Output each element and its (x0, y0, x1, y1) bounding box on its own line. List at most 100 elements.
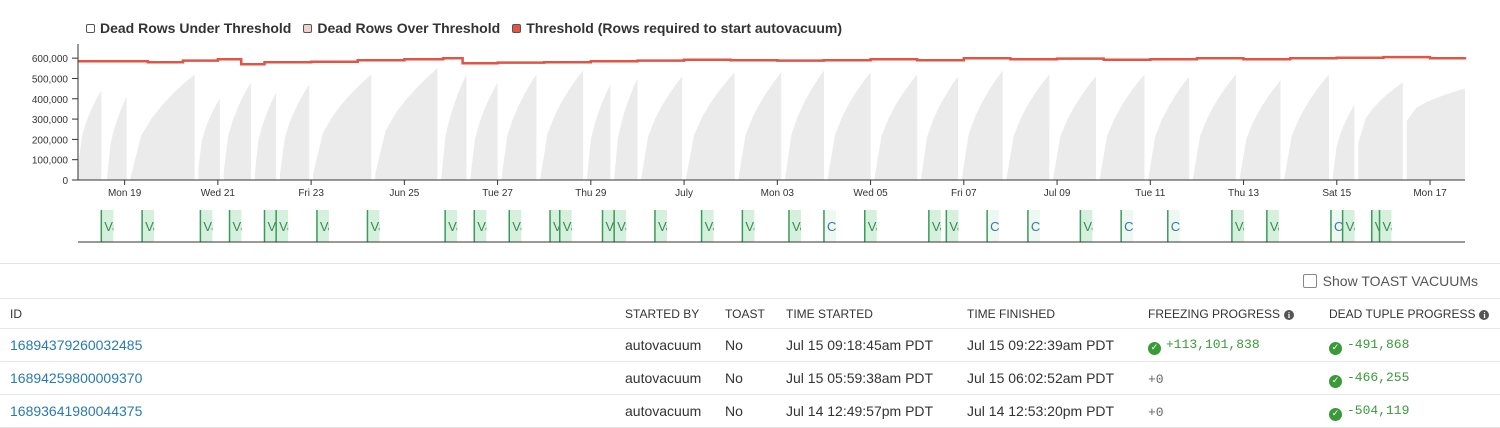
vacuum-marker-bar (229, 210, 242, 242)
vacuum-id-link[interactable]: 16894379260032485 (10, 337, 143, 353)
vacuum-marker-label: Vacuum (477, 219, 524, 234)
legend-item-under-threshold[interactable]: Dead Rows Under Threshold (86, 18, 291, 38)
info-icon[interactable]: i (1479, 310, 1490, 320)
dead-rows-area-segment (1193, 74, 1236, 180)
x-tick-label: Mon 17 (1413, 188, 1447, 199)
dead-rows-area-segment (827, 72, 871, 180)
legend-item-over-threshold[interactable]: Dead Rows Over Threshold (303, 18, 500, 38)
cancelled-vacuum-marker[interactable]: Cancelled (986, 210, 1048, 242)
y-tick-label: 300,000 (32, 115, 69, 126)
column-header-toast[interactable]: TOAST (725, 298, 786, 329)
vacuum-marker[interactable]: Vacuum (473, 210, 524, 242)
show-toast-vacuums-toggle[interactable]: Show TOAST VACUUMs (1302, 273, 1478, 289)
vacuum-marker[interactable]: Vacuum (141, 210, 192, 242)
show-toast-vacuums-checkbox[interactable] (1302, 274, 1317, 288)
vacuum-marker[interactable]: Vacuum (863, 210, 915, 242)
info-icon[interactable]: i (1284, 310, 1295, 320)
cell-id: 16893641980044375 (0, 394, 625, 428)
dead-rows-area-segment (223, 82, 251, 180)
cell-dead-tuple-progress: ✓ -491,868 (1329, 328, 1500, 362)
vacuum-marker-label: Vacuum (658, 219, 705, 234)
vacuum-marker[interactable]: Vacuum (788, 210, 839, 242)
vacuum-marker-bar (1080, 210, 1093, 242)
vacuum-runs-table: ID STARTED BY TOAST TIME STARTED TIME FI… (0, 298, 1500, 428)
vacuum-marker-label: Vacuum (279, 219, 326, 234)
cell-dead-tuple-progress: ✓ -504,119 (1329, 394, 1500, 428)
vacuum-marker[interactable]: Vacuum (508, 210, 559, 242)
vacuum-marker[interactable]: Vacuum (444, 210, 495, 242)
cell-toast: No (725, 394, 786, 428)
table-row[interactable]: 16894379260032485 autovacuum No Jul 15 0… (0, 328, 1500, 362)
vacuum-marker[interactable]: Vacuum (613, 210, 664, 242)
dead-tuple-progress-label: DEAD TUPLE PROGRESS (1329, 306, 1476, 321)
vacuum-marker-bar (559, 210, 572, 242)
column-header-freezing-progress[interactable]: FREEZING PROGRESS i (1148, 298, 1329, 329)
vacuum-marker-bar (864, 210, 877, 242)
vacuum-marker[interactable]: Vacuum (549, 210, 600, 242)
vacuum-marker[interactable]: Vacuum (654, 210, 705, 242)
vacuum-marker[interactable]: Vacuum (928, 210, 979, 242)
vacuum-marker[interactable]: Vacuum (366, 210, 417, 242)
cancelled-vacuum-marker[interactable]: Cancelled (823, 210, 885, 242)
table-row[interactable]: 16893641980044375 autovacuum No Jul 14 1… (0, 394, 1500, 428)
legend-label-under-threshold: Dead Rows Under Threshold (100, 20, 292, 36)
cancelled-vacuum-marker[interactable]: Cancelled (1027, 210, 1089, 242)
vacuum-marker-label: Vacuum (320, 219, 367, 234)
dead-rows-area-segment (1332, 104, 1355, 180)
dead-rows-area-segment (614, 78, 638, 180)
vacuum-marker-label: Vacuum (553, 219, 600, 234)
legend-item-threshold[interactable]: Threshold (Rows required to start autova… (512, 18, 842, 38)
cancelled-vacuum-marker[interactable]: Cancelled (1120, 210, 1182, 242)
vacuum-marker[interactable]: Vacuum (275, 210, 326, 242)
vacuum-marker[interactable]: Vacuum (228, 210, 280, 242)
dead-rows-area-segment (375, 68, 438, 180)
vacuum-marker-label: Vacuum (233, 219, 280, 234)
vacuum-marker[interactable]: Vacuum (559, 210, 610, 242)
freezing-progress-label: FREEZING PROGRESS (1148, 306, 1281, 321)
vacuum-marker[interactable]: Vacuum (741, 210, 792, 242)
vacuum-marker[interactable]: Vacuum (945, 210, 996, 242)
vacuum-marker[interactable]: Vacuum (1378, 210, 1430, 242)
cell-time-finished: Jul 15 09:22:39am PDT (967, 328, 1148, 362)
dead-rows-area-segment (130, 74, 195, 180)
x-tick-label: Thu 29 (575, 188, 607, 199)
legend-label-over-threshold: Dead Rows Over Threshold (317, 20, 501, 36)
column-header-dead-tuple-progress[interactable]: DEAD TUPLE PROGRESS i (1329, 298, 1500, 329)
vacuum-id-link[interactable]: 16894259800009370 (10, 370, 143, 386)
vacuum-marker-bar (788, 210, 801, 242)
vacuum-marker[interactable]: Vacuum (199, 210, 250, 242)
x-tick-label: Tue 27 (482, 188, 513, 199)
vacuum-marker[interactable]: Vacuum (1231, 210, 1282, 242)
vacuum-marker[interactable]: Vacuum (316, 210, 367, 242)
vacuum-marker[interactable]: Vacuum (1341, 210, 1393, 242)
table-row[interactable]: 16894259800009370 autovacuum No Jul 15 0… (0, 361, 1500, 395)
column-header-id[interactable]: ID (0, 298, 625, 329)
cell-time-finished: Jul 14 12:53:20pm PDT (967, 394, 1148, 428)
y-tick-label: 200,000 (32, 135, 69, 146)
dead-rows-chart: 0 100,000 200,000 300,000 400,000 500,000 600,… (32, 44, 1467, 243)
vacuum-marker-label: Vacuum (932, 219, 979, 234)
vacuum-marker-label: Vacuum (1383, 219, 1430, 234)
vacuum-marker-bar (1027, 210, 1040, 242)
check-circle-icon: ✓ (1148, 341, 1161, 355)
vacuum-marker[interactable]: Vacuum (1079, 210, 1130, 242)
vacuum-id-link[interactable]: 16893641980044375 (10, 403, 143, 419)
vacuum-marker[interactable]: Vacuum (100, 210, 151, 242)
column-header-started-by[interactable]: STARTED BY (625, 298, 725, 329)
column-header-time-finished[interactable]: TIME FINISHED (967, 298, 1148, 329)
column-header-time-started[interactable]: TIME STARTED (786, 298, 967, 329)
vacuum-marker[interactable]: Vacuum (263, 210, 314, 242)
cancelled-vacuum-marker[interactable]: Cancelled (1167, 210, 1229, 242)
vacuum-marker[interactable]: Vacuum (700, 210, 752, 242)
cell-started-by: autovacuum (625, 394, 725, 428)
table-header-row: ID STARTED BY TOAST TIME STARTED TIME FI… (0, 298, 1500, 329)
vacuum-marker-bar (445, 210, 458, 242)
vacuum-marker[interactable]: Vacuum (601, 210, 652, 242)
show-toast-vacuums-label: Show TOAST VACUUMs (1322, 273, 1478, 289)
vacuum-marker-bar (701, 210, 714, 242)
vacuum-marker-bar (1330, 210, 1343, 242)
legend-swatch-threshold (512, 23, 522, 33)
vacuum-marker[interactable]: Vacuum (1266, 210, 1317, 242)
cancelled-vacuum-marker[interactable]: Cancelled (1330, 210, 1392, 242)
